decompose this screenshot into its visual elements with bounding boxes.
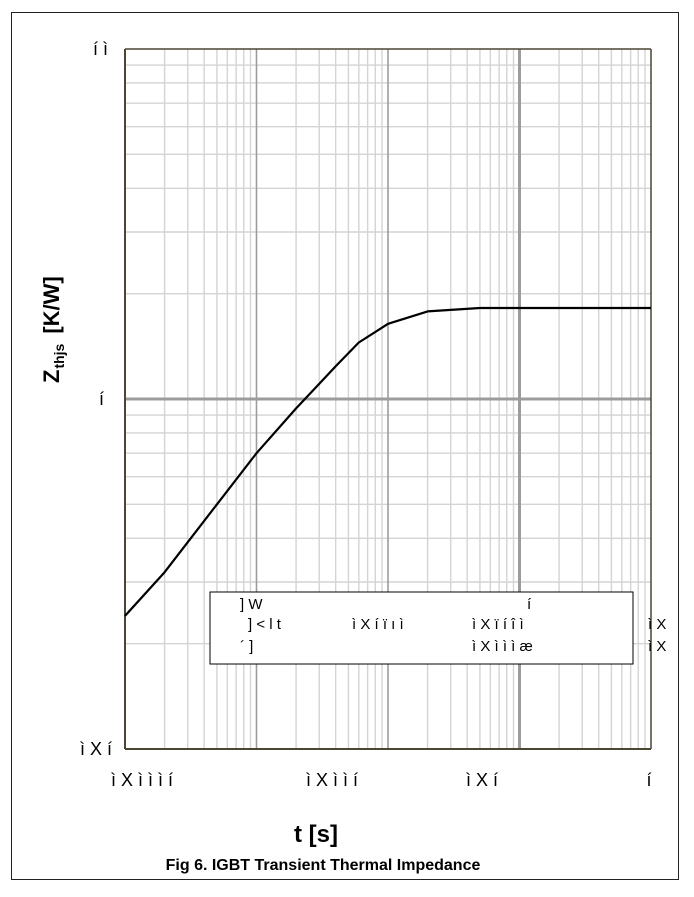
table-cell: ´ ] [240, 638, 253, 655]
y-axis-title-main: Z [39, 370, 64, 383]
y-axis-title-unit: [K/W] [39, 276, 64, 333]
table-cell: ] < l t [248, 616, 282, 633]
table-cell: ì X í ï ı ì [352, 616, 404, 633]
x-axis-title: t [s] [294, 821, 338, 848]
parameter-table-box [209, 591, 634, 665]
x-tick-label: ì X í [466, 770, 498, 790]
table-cell: ] W [240, 596, 263, 613]
x-tick-label: í [646, 770, 651, 790]
y-axis-title-text: Zthjs [K/W] [39, 276, 67, 383]
series-line [124, 306, 651, 617]
x-tick-label: ì X ì ì í [306, 770, 358, 790]
x-tick-label: ì X ì ì ì í [111, 770, 173, 790]
chart-svg: ] W í ] < l t ì X í ï ı ì ì X ï í î ì ì X ´ ] ì… [39, 39, 666, 874]
table-cell: ì X [648, 616, 666, 633]
y-axis-title: Zthjs [K/W] [39, 276, 67, 383]
chart-frame: ] W í ] < l t ì X í ï ı ì ì X ï í î ì ì X ´ ] ì… [11, 12, 679, 880]
table-cell: ì X ï í î ì [472, 616, 524, 633]
y-tick-label: í ì [93, 39, 108, 59]
table-cell: ì X ì ì ì æ [472, 638, 533, 655]
y-axis-title-subscript: thjs [51, 343, 67, 368]
y-tick-label: í [99, 389, 104, 409]
table-cell: ì X [648, 638, 666, 655]
figure-caption: Fig 6. IGBT Transient Thermal Impedance [166, 857, 481, 874]
table-cell: í [527, 596, 532, 613]
y-tick-label: ì X í [80, 739, 112, 759]
